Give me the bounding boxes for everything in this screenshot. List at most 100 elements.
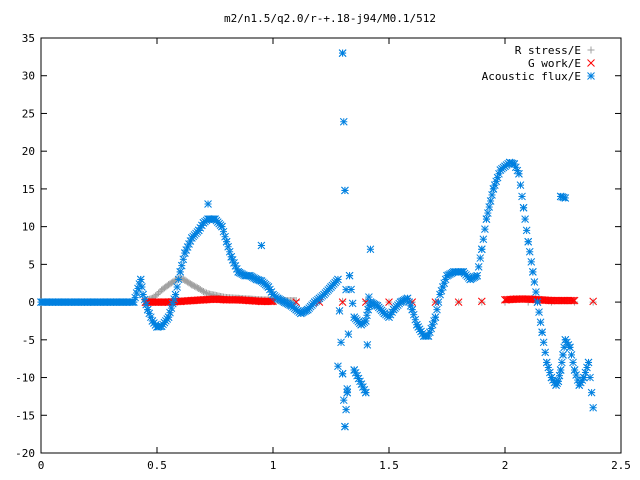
data-point — [168, 299, 177, 308]
data-point — [48, 298, 57, 306]
data-point — [139, 290, 147, 299]
data-point — [257, 277, 266, 285]
x-axis: 0 0.5 1 1.5 2 2.5 — [38, 38, 631, 472]
data-point — [554, 377, 563, 386]
data-point — [474, 263, 483, 271]
data-point — [518, 192, 526, 201]
data-point — [303, 305, 312, 314]
data-point — [280, 298, 289, 306]
data-point — [187, 234, 196, 242]
data-point — [194, 226, 203, 235]
data-point — [266, 297, 274, 306]
legend-marker — [587, 59, 595, 67]
data-point — [580, 373, 588, 382]
data-point — [222, 295, 231, 304]
data-point — [224, 242, 233, 251]
data-point — [180, 249, 189, 257]
data-point — [385, 313, 393, 322]
data-point — [424, 332, 433, 340]
data-point — [222, 237, 231, 246]
data-point — [335, 307, 344, 315]
data-point — [338, 369, 347, 378]
data-point — [327, 283, 335, 291]
data-point — [188, 281, 196, 289]
data-point — [334, 275, 342, 284]
data-point — [556, 366, 565, 374]
data-point — [530, 278, 539, 286]
data-point — [481, 225, 489, 234]
data-point — [252, 275, 261, 284]
data-point — [166, 308, 174, 317]
data-point — [436, 290, 444, 299]
data-point — [218, 222, 226, 231]
data-point — [569, 358, 577, 367]
data-point — [131, 293, 140, 302]
data-point — [158, 286, 166, 294]
data-point — [483, 209, 492, 217]
data-point — [479, 235, 488, 244]
data-point — [412, 320, 421, 329]
series-layer — [37, 49, 598, 431]
data-point — [339, 396, 348, 405]
data-point — [181, 276, 189, 284]
data-point — [559, 351, 567, 359]
data-point — [485, 203, 494, 211]
data-point — [380, 309, 389, 318]
x-tick-label: 1.5 — [379, 459, 399, 472]
data-point — [118, 298, 127, 306]
data-point — [339, 117, 348, 126]
data-point — [106, 298, 115, 306]
data-point — [225, 247, 234, 256]
data-point — [547, 296, 556, 305]
data-point — [515, 169, 523, 178]
data-point — [264, 283, 273, 291]
y-tick-label: 20 — [22, 145, 35, 158]
data-point — [234, 295, 243, 304]
y-tick-label: 25 — [22, 107, 35, 120]
data-point — [561, 335, 570, 344]
data-point — [202, 289, 210, 297]
data-point — [356, 377, 364, 386]
data-point — [575, 381, 584, 389]
data-point — [211, 215, 219, 223]
data-point — [527, 257, 536, 266]
data-point — [95, 298, 103, 306]
data-point — [570, 366, 579, 374]
data-point — [477, 297, 486, 306]
data-point — [488, 191, 496, 199]
data-point — [195, 285, 203, 293]
data-point — [572, 371, 581, 379]
data-point — [37, 298, 45, 306]
data-point — [199, 288, 207, 296]
data-point — [361, 388, 370, 397]
data-point — [542, 358, 551, 367]
data-point — [342, 285, 350, 294]
data-point — [296, 309, 305, 318]
data-point — [153, 291, 161, 299]
data-point — [525, 247, 534, 256]
data-point — [199, 295, 208, 304]
data-point — [334, 362, 342, 371]
legend-label: Acoustic flux/E — [482, 70, 581, 83]
data-point — [173, 283, 181, 291]
data-point — [584, 358, 593, 367]
data-point — [320, 290, 328, 299]
data-point — [362, 297, 370, 305]
legend-label: R stress/E — [515, 44, 581, 57]
data-point — [567, 351, 576, 359]
data-point — [366, 298, 375, 306]
y-tick-label: -20 — [15, 447, 35, 460]
plot-area-border — [40, 37, 622, 454]
data-point — [153, 323, 161, 331]
data-point — [561, 194, 570, 202]
data-point — [257, 241, 266, 250]
data-point — [524, 237, 533, 246]
data-point — [431, 313, 440, 322]
data-point — [533, 298, 542, 306]
y-tick-label: -5 — [22, 334, 35, 347]
data-point — [536, 318, 545, 327]
data-point — [140, 295, 149, 304]
y-tick-label: 10 — [22, 221, 35, 234]
data-point — [345, 271, 354, 280]
data-point — [338, 298, 347, 306]
